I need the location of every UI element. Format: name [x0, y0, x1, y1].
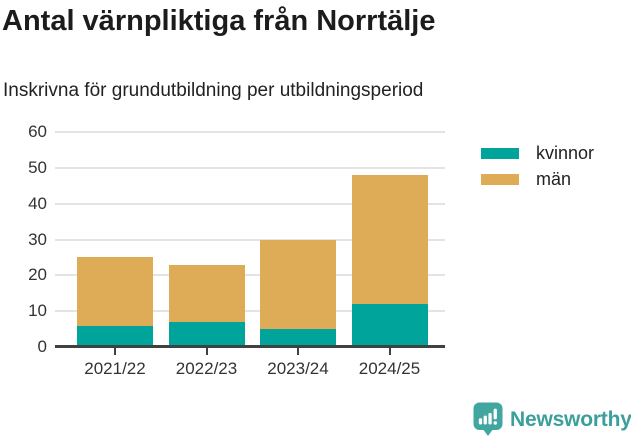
newsworthy-bubble-chart-icon — [473, 402, 503, 436]
legend-label: kvinnor — [536, 142, 595, 163]
newsworthy-brand-text: Newsworthy — [510, 407, 631, 431]
x-axis-tick-label: 2022/23 — [175, 359, 238, 378]
x-axis-tick-label: 2021/22 — [84, 359, 146, 378]
grid-line — [55, 274, 445, 277]
y-axis-tick-label: 0 — [37, 337, 47, 356]
x-axis-tick-label: 2024/25 — [358, 359, 421, 378]
legend-swatch — [481, 147, 519, 159]
y-axis-tick-label: 40 — [28, 193, 47, 213]
bar-segment — [351, 175, 428, 304]
legend: kvinnor män — [481, 143, 594, 199]
grid-line — [55, 202, 445, 205]
x-axis-tick — [388, 348, 391, 355]
chart-title: Antal värnpliktiga från Norrtälje — [2, 5, 436, 37]
x-axis-tick — [297, 348, 299, 355]
legend-swatch — [481, 173, 519, 185]
chart-subtitle: Inskrivna för grundutbildning per utbild… — [3, 80, 424, 101]
x-axis-tick — [205, 348, 208, 355]
x-axis-baseline — [55, 345, 445, 348]
y-axis-tick-label: 20 — [28, 265, 47, 285]
bar-segment — [260, 239, 336, 330]
y-axis-tick-label: 10 — [28, 301, 47, 321]
grid-line — [55, 238, 445, 241]
legend-label: män — [536, 168, 572, 189]
grid-line — [55, 166, 445, 169]
bar-segment — [77, 257, 153, 326]
y-axis-tick-label: 60 — [28, 122, 47, 141]
bar-segment — [168, 264, 245, 322]
legend-item: kvinnor — [481, 143, 594, 163]
bar-segment — [168, 321, 245, 347]
x-axis-tick — [114, 348, 116, 355]
grid-line — [55, 310, 445, 313]
y-axis-tick-label: 30 — [28, 229, 47, 249]
legend-item: män — [481, 169, 594, 189]
grid-line — [55, 131, 445, 133]
bar-segment — [260, 329, 336, 347]
y-axis-tick-label: 50 — [28, 157, 47, 177]
newsworthy-logo: Newsworthy — [473, 402, 631, 437]
bar-segment — [351, 304, 428, 347]
plot-area: 0 10 20 30 40 50 60 2021/22 2022/23 2023/24 2024/2… — [28, 122, 445, 378]
bar-segment — [77, 325, 153, 347]
x-axis-tick-label: 2023/24 — [267, 359, 329, 378]
